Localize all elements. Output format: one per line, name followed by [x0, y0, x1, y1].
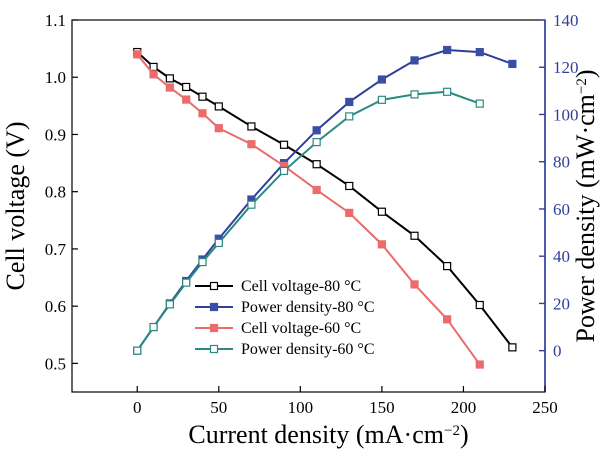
- y-right-tick-label: 60: [553, 200, 570, 219]
- x-tick-label: 250: [532, 398, 558, 417]
- y-left-tick-label: 0.9: [45, 125, 66, 144]
- y-right-axis-title-sup: −2: [574, 78, 590, 94]
- data-point: [475, 99, 484, 108]
- data-point: [443, 315, 452, 324]
- data-point: [475, 300, 484, 310]
- data-point: [214, 238, 223, 248]
- y-left-tick-label: 0.5: [45, 354, 66, 373]
- data-point: [133, 346, 142, 355]
- series-layer: [133, 45, 517, 369]
- y-right-tick-label: 40: [553, 247, 570, 266]
- x-tick-label: 150: [369, 398, 395, 417]
- y-right-tick-label: 140: [553, 11, 579, 30]
- x-axis-title: Current density (mA·cm−2): [188, 420, 468, 449]
- legend-item: Cell voltage-60 °C: [195, 320, 361, 337]
- data-point: [410, 90, 419, 99]
- y-right-axis-title-close: ): [571, 69, 600, 78]
- data-point: [443, 45, 452, 55]
- data-point: [508, 343, 517, 352]
- data-point: [247, 200, 256, 209]
- x-axis-title-main: Current density (mA·cm: [188, 420, 444, 449]
- series-1: [133, 47, 517, 352]
- data-point: [475, 48, 484, 57]
- y-right-tick-label: 120: [553, 58, 579, 77]
- data-point: [165, 83, 174, 92]
- legend-item: Power density-80 °C: [195, 299, 375, 316]
- data-point: [377, 95, 386, 104]
- y-left-tick-label: 0.6: [45, 297, 66, 316]
- legend-marker: [209, 323, 219, 333]
- data-point: [149, 70, 158, 79]
- legend-item: Power density-60 °C: [195, 341, 375, 358]
- data-point: [214, 102, 223, 111]
- data-point: [198, 92, 207, 101]
- y-left-tick-label: 1.1: [45, 11, 66, 30]
- data-point: [345, 97, 354, 107]
- data-point: [182, 278, 191, 287]
- series-4: [133, 87, 484, 355]
- y-left-tick-label: 0.7: [45, 240, 67, 259]
- y-right-tick-label: 80: [553, 153, 570, 172]
- data-point: [377, 75, 386, 84]
- data-point: [165, 74, 174, 83]
- data-point: [182, 82, 191, 92]
- data-point: [214, 124, 223, 133]
- data-point: [182, 95, 191, 104]
- y-right-tick-label: 0: [553, 342, 562, 361]
- y-right-axis-title-main: Power density (mW·cm: [571, 94, 600, 342]
- legend: Cell voltage-80 °C Power density-80 °C Cel…: [195, 278, 375, 358]
- data-point: [377, 207, 386, 216]
- data-point: [247, 122, 256, 131]
- data-point: [198, 109, 207, 118]
- y-left-axis-title: Cell voltage (V): [1, 122, 30, 291]
- data-point: [165, 300, 174, 309]
- y-left-tick-label: 1.0: [45, 68, 66, 87]
- data-point: [149, 62, 158, 72]
- y-right-axis-title: Power density (mW·cm−2): [571, 69, 600, 342]
- x-tick-label: 50: [210, 398, 227, 417]
- data-point: [475, 360, 484, 369]
- y-left-tick-label: 0.8: [45, 183, 66, 202]
- legend-label: Power density-60 °C: [241, 341, 375, 358]
- data-point: [312, 138, 321, 147]
- data-point: [410, 280, 419, 289]
- x-axis-title-close: ): [460, 420, 469, 449]
- legend-marker: [209, 302, 219, 312]
- legend-label: Cell voltage-60 °C: [241, 320, 361, 337]
- data-point: [443, 87, 452, 96]
- data-point: [133, 50, 142, 59]
- data-point: [279, 166, 289, 176]
- data-point: [508, 59, 517, 69]
- data-point: [410, 56, 419, 65]
- data-point: [312, 185, 321, 195]
- data-point: [443, 261, 452, 271]
- ticks-layer: 0 50 100 150 200 250 0.5 0.6 0.7 0.8 0.9 1.0 1.1 0 20 4…: [45, 11, 579, 417]
- data-point: [377, 240, 386, 249]
- data-point: [312, 126, 321, 135]
- legend-label: Power density-80 °C: [241, 299, 375, 316]
- data-point: [198, 257, 207, 267]
- series-3: [133, 50, 484, 369]
- data-point: [345, 112, 354, 121]
- y-right-tick-label: 20: [553, 294, 570, 313]
- legend-marker: [209, 281, 219, 291]
- x-tick-label: 0: [133, 398, 142, 417]
- legend-label: Cell voltage-80 °C: [241, 278, 361, 295]
- legend-marker: [209, 344, 219, 354]
- data-point: [149, 322, 158, 332]
- data-point: [345, 208, 354, 217]
- data-point: [312, 160, 321, 169]
- x-tick-label: 200: [451, 398, 477, 417]
- x-tick-label: 100: [288, 398, 314, 417]
- x-axis-title-sup: −2: [444, 423, 460, 439]
- data-point: [279, 140, 289, 149]
- data-point: [345, 181, 354, 191]
- y-right-tick-label: 100: [553, 105, 579, 124]
- data-point: [247, 140, 256, 149]
- legend-item: Cell voltage-80 °C: [195, 278, 361, 295]
- data-point: [410, 231, 419, 240]
